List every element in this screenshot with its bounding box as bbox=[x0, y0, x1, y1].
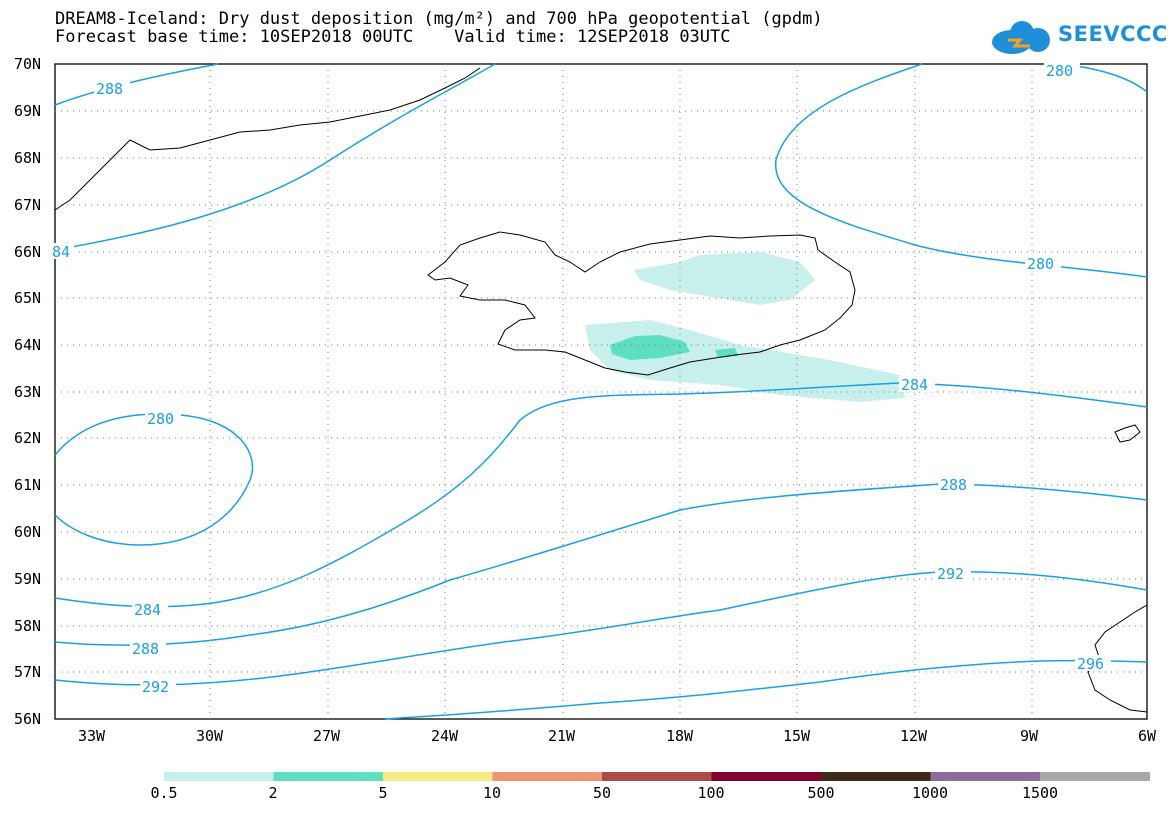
contour-label: 280 bbox=[147, 410, 174, 428]
lon-label: 30W bbox=[196, 727, 224, 745]
contour-label: 280 bbox=[1046, 62, 1073, 80]
contour-label: 288 bbox=[940, 476, 967, 494]
lat-label: 63N bbox=[14, 383, 41, 401]
legend-tick: 5 bbox=[378, 784, 388, 802]
contour-label: 288 bbox=[96, 80, 123, 98]
lat-label: 65N bbox=[14, 289, 41, 307]
lat-label: 60N bbox=[14, 523, 41, 541]
contour-label: 284 bbox=[901, 376, 928, 394]
seevccc-logo bbox=[992, 21, 1050, 54]
lat-label: 67N bbox=[14, 196, 41, 214]
iceland-coastline bbox=[427, 231, 856, 376]
contour-label: 84 bbox=[52, 243, 70, 261]
lat-label: 70N bbox=[14, 55, 41, 73]
legend-swatch bbox=[383, 772, 493, 781]
lon-label: 12W bbox=[900, 727, 928, 745]
legend-tick: 500 bbox=[807, 784, 835, 802]
contour-label: 280 bbox=[1027, 255, 1054, 273]
legend-swatch bbox=[930, 772, 1041, 781]
logo-text: SEEVCCC bbox=[1058, 22, 1168, 46]
lat-label: 64N bbox=[14, 336, 41, 354]
legend-swatch bbox=[492, 772, 603, 781]
legend-colorbar bbox=[164, 772, 1150, 781]
lat-label: 66N bbox=[14, 243, 41, 261]
chart-title: DREAM8-Iceland: Dry dust deposition (mg/… bbox=[55, 9, 823, 29]
legend-swatch bbox=[711, 772, 822, 781]
contour-label: 296 bbox=[1077, 655, 1104, 673]
greenland-coastline bbox=[54, 67, 481, 211]
lon-label: 21W bbox=[548, 727, 576, 745]
legend-swatch bbox=[821, 772, 931, 781]
legend-swatch bbox=[1040, 772, 1150, 781]
legend-tick: 2 bbox=[268, 784, 278, 802]
coastlines bbox=[54, 67, 1148, 713]
lat-label: 58N bbox=[14, 617, 41, 635]
legend-swatch bbox=[273, 772, 384, 781]
legend-tick: 10 bbox=[482, 784, 502, 802]
lon-label: 24W bbox=[431, 727, 459, 745]
lon-label: 33W bbox=[78, 727, 106, 745]
lon-label: 18W bbox=[666, 727, 694, 745]
contour-labels: 288 84 280 280 284 280 284 288 292 288 2… bbox=[52, 62, 1111, 696]
longitude-labels: 33W 30W 27W 24W 21W 18W 15W 12W 9W 6W bbox=[78, 727, 1157, 745]
contour-label: 284 bbox=[134, 601, 161, 619]
lon-label: 9W bbox=[1020, 727, 1039, 745]
latitude-labels: 70N 69N 68N 67N 66N 65N 64N 63N 62N 61N … bbox=[14, 55, 41, 728]
legend-tick: 1500 bbox=[1021, 784, 1059, 802]
lon-label: 15W bbox=[783, 727, 811, 745]
lat-label: 69N bbox=[14, 102, 41, 120]
chart-subtitle: Forecast base time: 10SEP2018 00UTC Vali… bbox=[55, 27, 731, 47]
lon-label: 6W bbox=[1138, 727, 1157, 745]
lat-label: 62N bbox=[14, 429, 41, 447]
contour-label: 292 bbox=[937, 565, 964, 583]
legend-tick: 50 bbox=[592, 784, 612, 802]
faroe-coastline bbox=[1114, 424, 1141, 443]
lat-label: 68N bbox=[14, 149, 41, 167]
cloud-icon bbox=[992, 21, 1050, 54]
lon-label: 27W bbox=[313, 727, 341, 745]
lat-label: 57N bbox=[14, 663, 41, 681]
legend-swatch bbox=[602, 772, 712, 781]
contour-label: 288 bbox=[132, 640, 159, 658]
lat-label: 56N bbox=[14, 710, 41, 728]
legend-tick: 100 bbox=[697, 784, 725, 802]
legend-swatch bbox=[164, 772, 274, 781]
lat-label: 61N bbox=[14, 476, 41, 494]
contour-label: 292 bbox=[142, 678, 169, 696]
legend-tick: 1000 bbox=[911, 784, 949, 802]
grid-lines bbox=[55, 64, 1147, 719]
legend-tick: 0.5 bbox=[150, 784, 178, 802]
lat-label: 59N bbox=[14, 570, 41, 588]
dust-deposition-fill bbox=[585, 252, 905, 402]
